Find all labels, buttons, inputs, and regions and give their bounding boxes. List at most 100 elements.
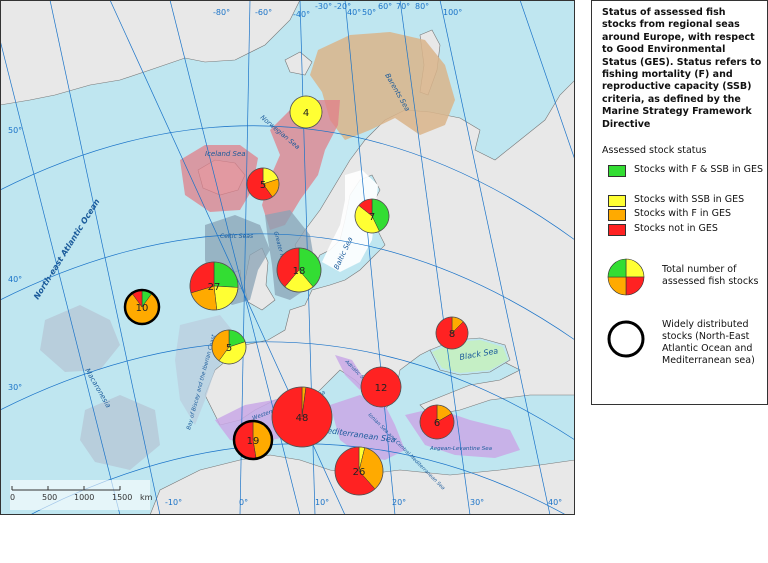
legend-swatch-yellow bbox=[608, 195, 626, 207]
lon-label-top-10: 100° bbox=[443, 8, 462, 17]
pie-outline-8 bbox=[360, 366, 402, 408]
pie-outline-1 bbox=[246, 167, 280, 201]
pie-outline-9 bbox=[271, 386, 333, 448]
sea-label-aegean: Aegean-Levantine Sea bbox=[429, 446, 493, 452]
scale-label-1: 500 bbox=[42, 493, 57, 502]
legend-item-ssb-ges: Stocks with SSB in GES bbox=[608, 194, 764, 207]
lon-label-bottom-4: 30° bbox=[470, 498, 484, 507]
scale-unit: km bbox=[140, 493, 153, 502]
legend-label-wide: Widely distributed stocks (North-East At… bbox=[662, 319, 755, 366]
pie-chart-6: 5 bbox=[211, 329, 247, 365]
lon-label-top-7: 60° bbox=[378, 2, 392, 11]
lat-label-50: 50° bbox=[8, 126, 22, 135]
scale-label-0: 0 bbox=[10, 493, 15, 502]
region-central-mediterranean bbox=[330, 395, 405, 460]
pie-outline-6 bbox=[211, 329, 247, 365]
sea-label-celtic: Celtic Seas bbox=[220, 233, 253, 240]
region-barents-sea bbox=[310, 32, 455, 140]
lat-label-30: 30° bbox=[8, 383, 22, 392]
lon-label-top-0: -80° bbox=[213, 8, 230, 17]
pie-chart-4: 27 bbox=[189, 261, 239, 311]
region-adriatic-sea bbox=[335, 355, 365, 390]
lon-label-bottom-3: 20° bbox=[392, 498, 406, 507]
pie-total-label-12: 26 bbox=[353, 467, 366, 478]
legend-label-f-ges: Stocks with F in GES bbox=[634, 208, 731, 219]
pie-chart-12: 26 bbox=[334, 446, 384, 496]
lon-label-top-8: 70° bbox=[396, 2, 410, 11]
lon-label-bottom-1: 0° bbox=[239, 498, 248, 507]
lon-label-top-5: 40° bbox=[347, 8, 361, 17]
land-greenland bbox=[0, 0, 301, 106]
pie-chart-7: 8 bbox=[435, 316, 469, 350]
pie-layer: 4 5 7 18 27 10 5 8 12 48 6 19 26 bbox=[123, 95, 469, 496]
lat-labels: 30° 40° 50° bbox=[8, 126, 22, 392]
lat-label-40: 40° bbox=[8, 275, 22, 284]
scale-bar: 0 500 1000 1500 km bbox=[10, 480, 153, 510]
pie-chart-2: 7 bbox=[354, 198, 390, 234]
region-norwegian-sea bbox=[262, 100, 340, 230]
legend-item-f-ssb-ges: Stocks with F & SSB in GES bbox=[608, 164, 764, 177]
pie-chart-0: 4 bbox=[289, 95, 323, 129]
lon-labels-bottom: -10° 0° 10° 20° 30° 40° bbox=[165, 498, 562, 507]
pie-total-label-11: 19 bbox=[247, 436, 260, 447]
scale-label-3: 1500 bbox=[112, 493, 132, 502]
pie-outline-12 bbox=[334, 446, 384, 496]
legend-item-f-ges: Stocks with F in GES bbox=[608, 208, 764, 221]
scale-bar-outline bbox=[10, 480, 150, 510]
sea-label-iceland: Iceland Sea bbox=[205, 150, 246, 158]
pie-chart-3: 18 bbox=[276, 247, 322, 293]
pie-chart-8: 12 bbox=[360, 366, 402, 408]
legend-label-not-ges: Stocks not in GES bbox=[634, 223, 718, 234]
pie-outline-3 bbox=[276, 247, 322, 293]
legend-item-not-ges: Stocks not in GES bbox=[608, 223, 764, 236]
pie-outline-7 bbox=[435, 316, 469, 350]
pie-chart-10: 6 bbox=[419, 404, 455, 440]
pie-outline-4 bbox=[189, 261, 239, 311]
legend-label-f-ssb-ges: Stocks with F & SSB in GES bbox=[634, 164, 764, 175]
pie-total-label-0: 4 bbox=[303, 108, 309, 119]
lon-label-bottom-0: -10° bbox=[165, 498, 182, 507]
region-macaronesia bbox=[40, 305, 160, 470]
map-frame bbox=[0, 0, 575, 515]
legend-total-pie-q4 bbox=[607, 258, 627, 278]
pie-chart-1: 5 bbox=[246, 167, 280, 201]
scale-label-2: 1000 bbox=[74, 493, 94, 502]
europe-fish-stock-map: 30° 40° 50° -80° -60° -30° -40° -20° 40°… bbox=[0, 0, 575, 515]
legend-swatch-red bbox=[608, 224, 626, 236]
lon-label-bottom-2: 10° bbox=[315, 498, 329, 507]
legend-total-pie-icon bbox=[607, 258, 645, 296]
land-svalbard bbox=[284, 51, 313, 76]
legend-title: Status of assessed fish stocks from regi… bbox=[602, 7, 762, 130]
pie-total-label-2: 7 bbox=[369, 212, 375, 223]
pie-outline-5 bbox=[123, 288, 161, 326]
pie-total-label-5: 10 bbox=[136, 303, 149, 314]
lon-label-top-1: -60° bbox=[255, 8, 272, 17]
lon-label-top-2: -30° bbox=[315, 2, 332, 11]
lon-label-top-3: -40° bbox=[293, 10, 310, 19]
pie-outline-0 bbox=[289, 95, 323, 129]
legend-total-pie-q1 bbox=[625, 258, 645, 278]
pie-total-label-1: 5 bbox=[260, 180, 266, 191]
lon-label-bottom-5: 40° bbox=[548, 498, 562, 507]
legend-swatch-orange bbox=[608, 209, 626, 221]
pie-total-label-4: 27 bbox=[208, 282, 221, 293]
pie-outline-2 bbox=[354, 198, 390, 234]
legend-total-pie-q3 bbox=[607, 276, 627, 296]
legend-label-ssb-ges: Stocks with SSB in GES bbox=[634, 194, 745, 205]
pie-chart-11: 19 bbox=[232, 419, 274, 461]
pie-outline-11 bbox=[232, 419, 274, 461]
pie-total-label-9: 48 bbox=[296, 413, 309, 424]
pie-total-label-10: 6 bbox=[434, 418, 440, 429]
lon-labels-top: -80° -60° -30° -40° -20° 40° 50° 60° 70°… bbox=[213, 2, 462, 19]
legend-panel: Status of assessed fish stocks from regi… bbox=[591, 0, 768, 405]
pie-total-label-3: 18 bbox=[293, 266, 306, 277]
legend-section-label: Assessed stock status bbox=[602, 145, 707, 156]
legend-wide-circle bbox=[607, 320, 645, 358]
pie-chart-5: 10 bbox=[123, 288, 161, 326]
pie-chart-9: 48 bbox=[271, 386, 333, 448]
pie-outline-10 bbox=[419, 404, 455, 440]
pie-total-label-7: 8 bbox=[449, 329, 455, 340]
pie-total-label-6: 5 bbox=[226, 343, 232, 354]
lon-label-top-9: 80° bbox=[415, 2, 429, 11]
region-iceland-sea bbox=[180, 145, 258, 212]
